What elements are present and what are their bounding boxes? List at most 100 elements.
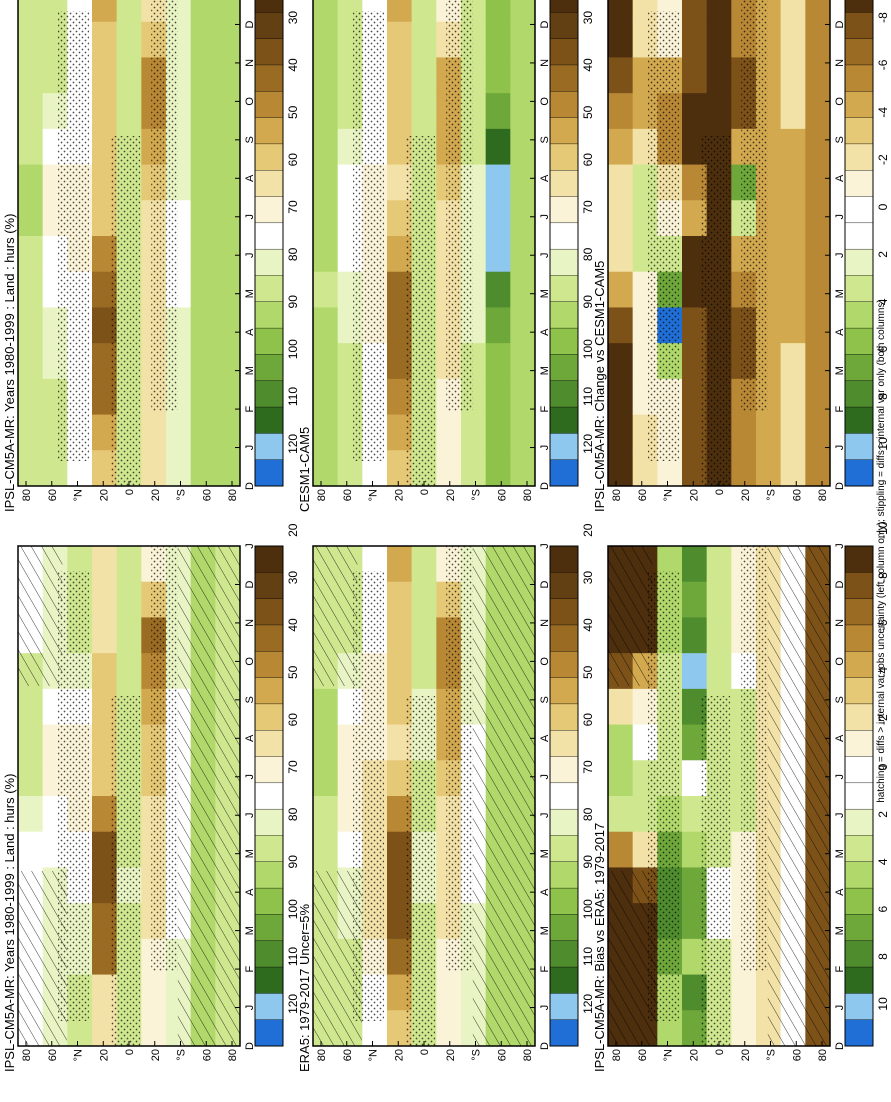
heat-cell (18, 235, 44, 272)
heat-cell (682, 795, 708, 832)
colorbar-swatch (549, 1019, 579, 1047)
colorbar-tick-label: 2 (876, 251, 890, 258)
colorbar-swatch (844, 380, 874, 408)
colorbar-swatch (254, 992, 284, 1020)
heat-cell (805, 164, 831, 201)
heat-cell (805, 92, 831, 129)
heat-cell (805, 342, 831, 379)
colorbar-swatch (254, 353, 284, 381)
panel-title: IPSL-CM5A-MR: Years 1980-1999 : Land : h… (2, 774, 17, 1072)
heat-cell (780, 342, 806, 379)
heat-cell (485, 378, 511, 415)
heat-cell (485, 0, 511, 22)
heat-cell (510, 21, 536, 58)
y-tick-label: 20 (98, 1049, 110, 1061)
x-tick-label: J (244, 1005, 256, 1011)
y-tick-label: °N (663, 1049, 675, 1061)
y-tick-label: 60 (342, 489, 354, 501)
colorbar-swatch (549, 353, 579, 381)
y-tick-label: 0 (124, 489, 136, 495)
colorbar-tick-label: 90 (581, 855, 595, 869)
colorbar-swatch (254, 782, 284, 810)
colorbar-swatch (254, 966, 284, 994)
colorbar-tick-label: 90 (286, 295, 300, 309)
heat-cell (608, 21, 634, 58)
heat-cell (682, 652, 708, 689)
heat-cell (190, 164, 216, 201)
y-tick-label: 20 (688, 489, 700, 501)
heat-cell (92, 545, 118, 582)
hatch-overlay (608, 546, 653, 686)
heat-cell (18, 92, 44, 129)
x-tick-label: O (539, 657, 551, 666)
stipple-overlay (406, 696, 436, 1046)
stipple-overlay (406, 136, 436, 486)
x-tick-label: J (834, 445, 846, 451)
heat-cell (682, 581, 708, 618)
colorbar-swatch (254, 808, 284, 836)
heat-cell (313, 724, 339, 761)
x-tick-label: O (539, 97, 551, 106)
x-tick-label: J (834, 812, 846, 818)
colorbar-swatch (254, 459, 284, 487)
x-tick-label: D (539, 580, 551, 588)
colorbar-tick-label: 0 (876, 763, 890, 770)
colorbar-tick-label: 40 (286, 58, 300, 72)
heat-cell (313, 164, 339, 201)
colorbar-tick-label: 2 (876, 811, 890, 818)
colorbar-swatch (844, 913, 874, 941)
colorbar-tick-label: 20 (286, 523, 300, 537)
x-tick-label: N (244, 59, 256, 67)
colorbar-swatch (254, 432, 284, 460)
heat-cell (215, 92, 241, 129)
y-tick-label: 80 (316, 1049, 328, 1061)
hatch-overlay (177, 546, 240, 1046)
colorbar-swatch (844, 196, 874, 224)
heat-cell (92, 759, 118, 796)
hatch-overlay (472, 546, 535, 1046)
y-tick-label: 60 (201, 1049, 213, 1061)
figure-caption: hatching = diffs > internal var+obs unce… (876, 299, 887, 803)
heat-cell (608, 199, 634, 236)
y-tick-label: 80 (227, 489, 239, 501)
heat-cell (215, 306, 241, 344)
heat-cell (682, 235, 708, 272)
colorbar-swatch (549, 703, 579, 731)
colorbar-swatch (549, 196, 579, 224)
colorbar-swatch (844, 117, 874, 145)
colorbar: 120 110 100 90 80 70 60 50 40 30 20 (549, 523, 595, 1047)
heat-cell (682, 92, 708, 129)
heat-cell (116, 21, 142, 58)
y-tick-label: 80 (522, 1049, 534, 1061)
colorbar-tick-label: 30 (581, 11, 595, 25)
colorbar-tick-label: 50 (581, 665, 595, 679)
heat-cell (116, 652, 142, 689)
x-tick-label: M (834, 289, 846, 298)
colorbar-swatch (844, 169, 874, 197)
heat-cell (215, 21, 241, 58)
y-tick-label: 0 (714, 1049, 726, 1055)
heat-cell (190, 414, 216, 451)
heat-cell (780, 199, 806, 236)
heat-cell (215, 128, 241, 165)
heat-cell (805, 378, 831, 415)
x-tick-label: D (244, 20, 256, 28)
heat-cell (805, 21, 831, 58)
heat-cell (116, 92, 142, 129)
heat-cell (706, 581, 732, 618)
y-tick-label: 20 (740, 1049, 752, 1061)
heat-cell (18, 342, 44, 379)
x-tick-label: N (834, 59, 846, 67)
heat-cell (313, 414, 339, 451)
colorbar-swatch (844, 64, 874, 92)
colorbar-swatch (549, 571, 579, 599)
colorbar-swatch (254, 248, 284, 276)
colorbar-swatch (844, 248, 874, 276)
y-tick-label: °S (471, 1049, 483, 1061)
heat-cell (510, 271, 536, 308)
heat-cell (215, 378, 241, 415)
heat-cell (92, 616, 118, 654)
heat-cell (706, 0, 732, 22)
heat-cell (116, 581, 142, 618)
